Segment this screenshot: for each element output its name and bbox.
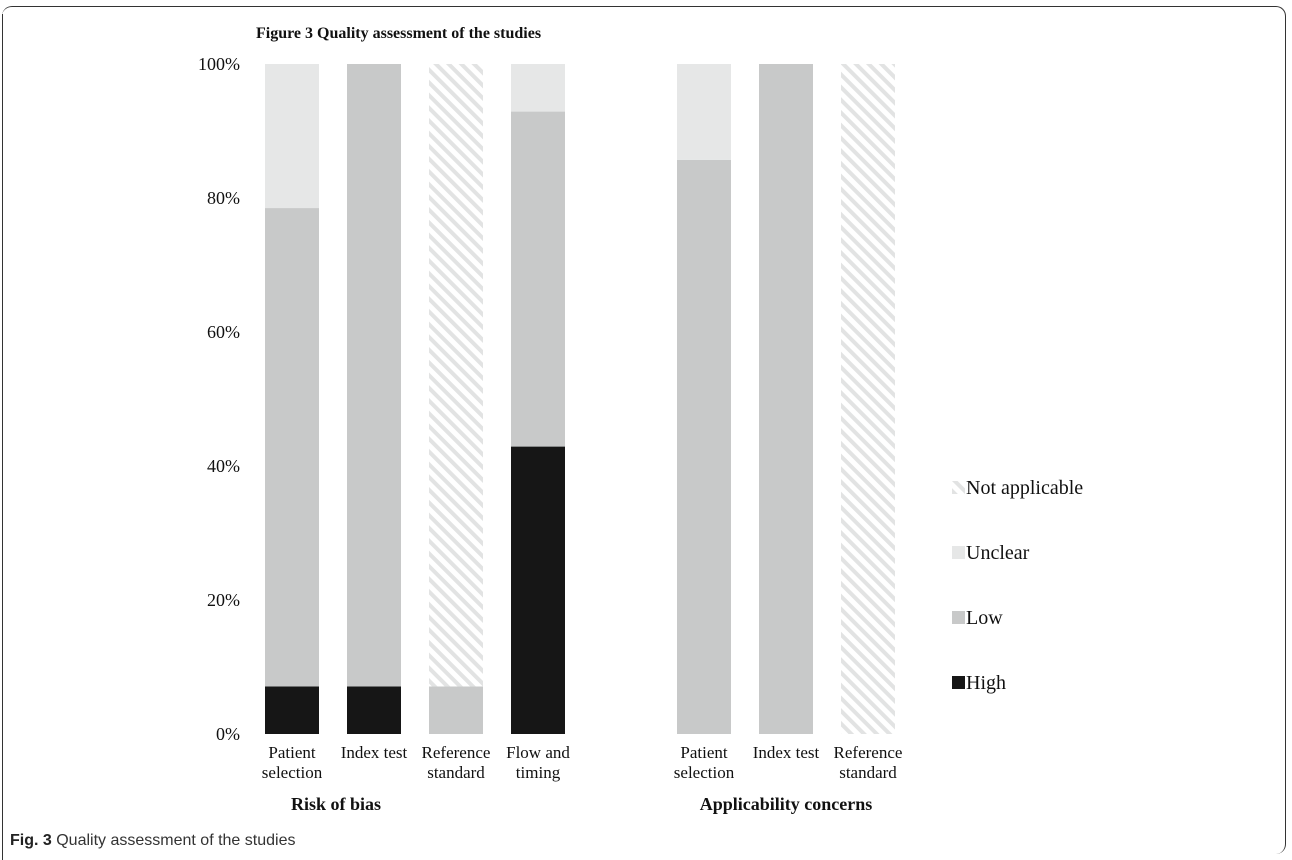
bar-segment-unclear [511,64,565,112]
bar-segment-low [677,159,731,734]
legend-label: Not applicable [966,477,1083,499]
y-tick-label: 20% [207,590,240,610]
chart-title: Figure 3 Quality assessment of the studi… [256,25,541,42]
bar-segment-not-applicable [841,64,895,734]
category-label: timing [516,763,561,782]
category-label: selection [262,763,323,782]
category-label: Reference [422,743,491,762]
group-label: Risk of bias [291,794,381,814]
figure-frame-left-edge [2,14,3,860]
legend-swatch-not-applicable [952,481,965,494]
caption-label: Fig. 3 [10,832,52,849]
bar-segment-unclear [265,64,319,209]
bar-segment-high [347,686,401,734]
group-label: Applicability concerns [700,794,873,814]
legend-swatch-unclear [952,546,965,559]
y-tick-label: 60% [207,322,240,342]
figure-caption: Fig. 3 Quality assessment of the studies [10,832,295,850]
y-tick-label: 0% [216,724,240,744]
category-label: Reference [834,743,903,762]
category-label: Index test [341,743,408,762]
category-label: Flow and [506,743,570,762]
bar-segment-not-applicable [429,64,483,687]
y-tick-label: 80% [207,188,240,208]
legend-label: Unclear [966,542,1030,564]
category-label: selection [674,763,735,782]
category-label: Patient [680,743,727,762]
bar-segment-high [265,686,319,734]
category-label: Patient [268,743,315,762]
legend-swatch-high [952,676,965,689]
category-label: Index test [753,743,820,762]
category-label: standard [839,763,897,782]
figure-frame [2,6,1286,854]
bars [265,64,895,734]
bar-segment-high [511,446,565,734]
legend-label: High [966,672,1006,694]
category-label: standard [427,763,485,782]
legend-swatch-low [952,611,965,624]
bar-segment-low [347,64,401,687]
bar-segment-low [759,64,813,734]
caption-text: Quality assessment of the studies [56,832,296,849]
y-axis: 0% 20% 40% 60% 80% 100% [198,54,240,744]
bar-segment-low [511,111,565,447]
legend: Not applicable Unclear Low High [952,477,1083,694]
legend-label: Low [966,607,1003,629]
bar-segment-unclear [677,64,731,160]
bar-segment-low [429,686,483,734]
y-tick-label: 40% [207,456,240,476]
bar-segment-low [265,208,319,687]
y-tick-label: 100% [198,54,240,74]
stacked-bar-chart: Figure 3 Quality assessment of the studi… [198,25,1083,814]
